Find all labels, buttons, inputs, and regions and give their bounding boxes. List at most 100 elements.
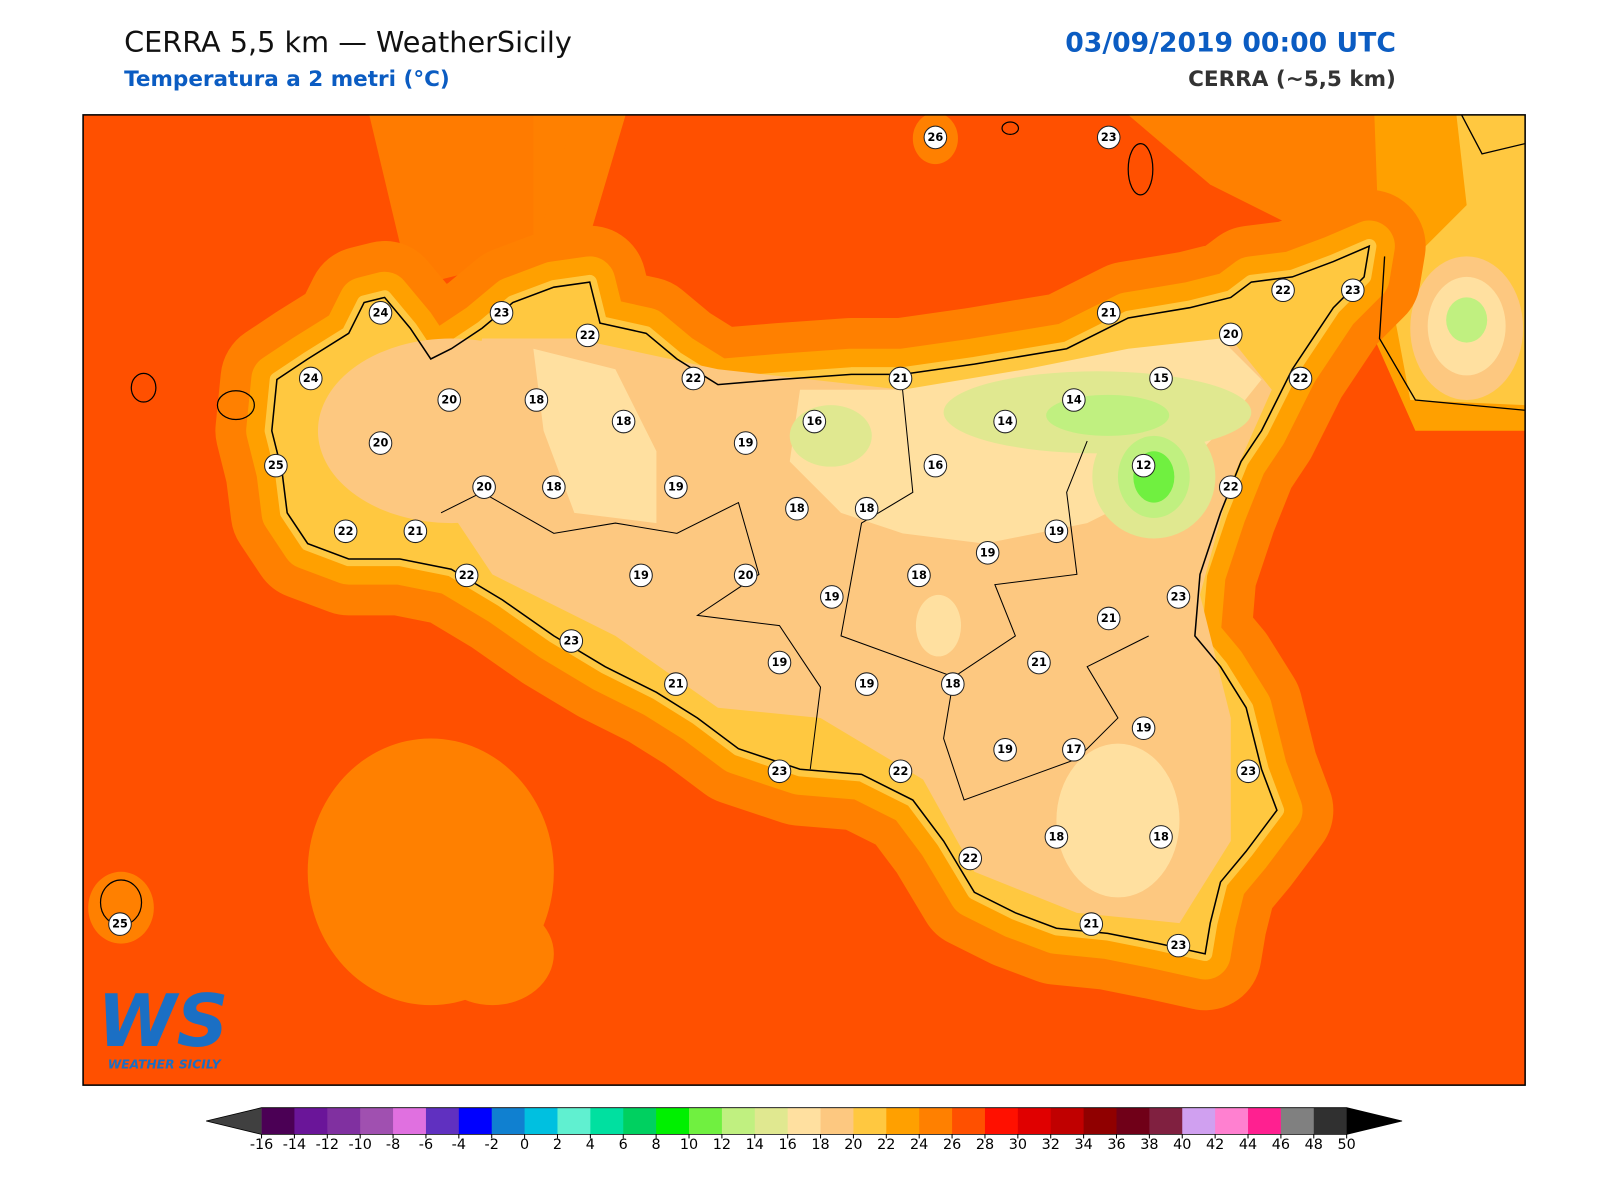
station-marker: [993, 737, 1017, 762]
station-marker: [819, 585, 844, 609]
colorbar-tick-label: 40: [1173, 1137, 1191, 1153]
station-marker: [1096, 606, 1121, 631]
colorbar-segment: [1248, 1107, 1282, 1135]
model-label: CERRA (~5,5 km): [1188, 67, 1396, 92]
datetime: 03/09/2019 00:00 UTC: [1065, 28, 1396, 59]
station-value: 19: [859, 678, 875, 691]
station-value: 22: [1223, 481, 1239, 494]
station-value: 14: [1066, 394, 1082, 407]
station-marker: [941, 672, 965, 696]
station-marker: [403, 519, 428, 544]
colorbar-tick-label: 16: [779, 1137, 797, 1153]
station-marker: [1079, 912, 1104, 936]
small-island: [130, 372, 157, 403]
colorbar-segment: [787, 1107, 822, 1135]
colorbar-tick-label: -8: [386, 1137, 400, 1153]
station-marker: [575, 323, 600, 348]
station-marker: [888, 366, 913, 391]
station-marker: [785, 496, 809, 521]
station-value: 23: [1240, 765, 1256, 778]
colorbar-segment: [425, 1107, 460, 1135]
station-value: 22: [1275, 284, 1291, 297]
small-island: [1127, 142, 1154, 196]
colorbar-tick-label: 14: [746, 1137, 764, 1153]
colorbar-segment: [590, 1107, 624, 1135]
station-value: 18: [546, 481, 562, 494]
station-marker: [733, 431, 758, 455]
colorbar-segment: [820, 1107, 854, 1135]
station-value: 23: [1345, 284, 1361, 297]
station-value: 21: [1101, 612, 1117, 625]
colorbar-tick-label: 36: [1107, 1137, 1125, 1153]
colorbar-segment: [261, 1107, 295, 1135]
station-value: 23: [1171, 939, 1187, 952]
station-value: 22: [685, 372, 701, 385]
title: CERRA 5,5 km — WeatherSicily: [124, 25, 572, 59]
station-marker: [1149, 366, 1173, 391]
calabria-coast: [1378, 114, 1526, 411]
logo-name: WEATHER SICILY: [108, 1058, 222, 1072]
station-marker: [1288, 366, 1313, 391]
colorbar-segment: [754, 1107, 789, 1135]
station-marker: [559, 629, 584, 653]
station-marker: [1166, 585, 1191, 609]
station-value: 24: [373, 306, 389, 319]
station-marker: [1044, 519, 1069, 544]
station-value: 22: [580, 329, 596, 342]
station-marker: [368, 431, 393, 455]
station-marker: [1044, 825, 1069, 849]
station-value: 18: [616, 415, 632, 428]
colorbar-tick-label: 22: [877, 1137, 895, 1153]
station-value: 23: [563, 635, 579, 648]
colorbar-segment: [721, 1107, 756, 1135]
station-marker: [1218, 322, 1243, 347]
station-value: 19: [738, 437, 754, 450]
station-value: 18: [529, 394, 545, 407]
station-value: 22: [459, 569, 475, 582]
colorbar-segment: [327, 1107, 361, 1135]
station-value: 21: [408, 525, 424, 538]
colorbar-segment: [623, 1107, 657, 1135]
station-value: 19: [997, 743, 1013, 756]
station-value: 25: [268, 459, 284, 472]
station-marker: [1096, 301, 1121, 325]
station-marker: [1166, 933, 1191, 958]
station-marker: [1062, 388, 1086, 412]
station-value: 19: [633, 569, 649, 582]
colorbar-segment: [1050, 1107, 1085, 1135]
station-value: 19: [668, 481, 684, 494]
station-value: 18: [911, 569, 927, 582]
colorbar-segment: [984, 1107, 1019, 1135]
colorbar-tick-label: 42: [1206, 1137, 1224, 1153]
station-marker: [733, 563, 758, 588]
colorbar-tick-label: 0: [520, 1137, 529, 1153]
station-value: 19: [824, 590, 840, 603]
station-marker: [664, 475, 688, 499]
station-marker: [264, 453, 288, 478]
small-island: [1001, 121, 1020, 135]
stations: 26 23 24 23 22 22 21 21 22 23 20 15 22 14 14 24 20 18 18 19…: [108, 125, 1365, 958]
station-value: 21: [893, 372, 909, 385]
contour: [1446, 297, 1488, 343]
station-value: 18: [945, 678, 961, 691]
station-value: 23: [494, 306, 510, 319]
colorbar-segment: [1215, 1107, 1249, 1135]
station-marker: [1027, 650, 1051, 675]
colorbar-tick-label: -10: [348, 1137, 371, 1153]
station-marker: [923, 125, 948, 150]
colorbar-tick-label: 8: [652, 1137, 661, 1153]
station-marker: [1096, 125, 1121, 150]
station-marker: [1149, 825, 1173, 849]
station-value: 18: [789, 502, 805, 515]
colorbar-tick-label: 18: [811, 1137, 829, 1153]
station-value: 12: [1136, 459, 1152, 472]
colorbar-segment: [1149, 1107, 1183, 1135]
station-marker: [923, 453, 948, 478]
colorbar-tick-label: -6: [419, 1137, 433, 1153]
station-value: 19: [1049, 525, 1065, 538]
colorbar-tick-label: 24: [910, 1137, 928, 1153]
station-value: 21: [1031, 656, 1047, 669]
colorbar-segment: [294, 1107, 328, 1135]
colorbar-segment: [952, 1107, 986, 1135]
station-value: 20: [1223, 328, 1239, 341]
